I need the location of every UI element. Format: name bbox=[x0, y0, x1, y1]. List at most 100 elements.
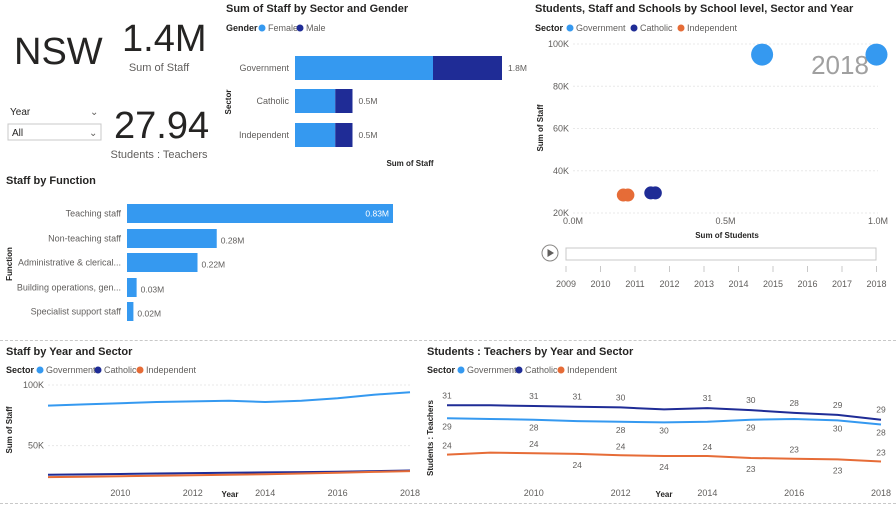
staffyear-legend-independent[interactable]: Independent bbox=[146, 365, 197, 375]
gender-data-label: 1.8M bbox=[508, 63, 527, 73]
ratio-plot-line-independent bbox=[446, 451, 882, 463]
slicer-collapse-icon[interactable]: ⌄ bbox=[90, 107, 98, 118]
function-data-label: 0.28M bbox=[221, 236, 245, 246]
scatter-legend-independent[interactable]: Independent bbox=[687, 23, 738, 33]
function-bar bbox=[127, 204, 393, 223]
timeline-year: 2017 bbox=[832, 279, 852, 289]
timeline-year: 2018 bbox=[866, 279, 886, 289]
staffyear-chart-title: Staff by Year and Sector bbox=[6, 346, 133, 358]
gender-category-label: Independent bbox=[239, 130, 290, 140]
ratio-plot-data-label: 24 bbox=[616, 441, 626, 451]
gender-bar-female bbox=[295, 123, 336, 147]
function-y-axis-title: Function bbox=[5, 247, 14, 281]
play-icon bbox=[547, 249, 554, 257]
staffyear-plot-x-tick: 2012 bbox=[183, 488, 203, 498]
legend-male[interactable]: Male bbox=[306, 23, 326, 33]
ratio-legend-independent[interactable]: Independent bbox=[567, 365, 618, 375]
ratio-plot-data-label: 28 bbox=[876, 427, 886, 437]
function-data-label: 0.02M bbox=[137, 309, 161, 319]
timeline-year: 2009 bbox=[556, 279, 576, 289]
legend-female[interactable]: Female bbox=[268, 23, 298, 33]
ratio-plot-data-label: 29 bbox=[833, 400, 843, 410]
ratio-legend-government-marker bbox=[457, 366, 465, 374]
scatter-legend-catholic[interactable]: Catholic bbox=[640, 23, 673, 33]
timeline-track[interactable] bbox=[565, 247, 877, 261]
staffyear-legend-government-marker bbox=[36, 366, 44, 374]
scatter-chart-title: Students, Staff and Schools by School le… bbox=[535, 3, 854, 15]
kpi-staff-value: 1.4M bbox=[122, 18, 206, 60]
staffyear-plot-x-tick: 2018 bbox=[400, 488, 420, 498]
ratio-lines: 2010 2012 2014 2016 2018 29 28 28 30 29 30 28 31 31 31… bbox=[442, 390, 891, 498]
scatter-legend-independent-marker bbox=[677, 24, 685, 32]
function-bars: Teaching staff 0.83M Non-teaching staff 0.2… bbox=[17, 204, 393, 321]
scatter-legend-catholic-marker bbox=[630, 24, 638, 32]
gender-bar-male bbox=[335, 123, 353, 147]
ratio-x-axis-title: Year bbox=[656, 490, 673, 499]
gender-bar-female bbox=[295, 89, 336, 113]
ratio-legend-catholic[interactable]: Catholic bbox=[525, 365, 558, 375]
gender-y-axis-title: Sector bbox=[224, 90, 233, 115]
slicer-title: Year bbox=[10, 107, 31, 118]
ratio-plot-data-label: 31 bbox=[529, 391, 539, 401]
function-data-label: 0.03M bbox=[141, 285, 165, 295]
staffyear-plot-line-independent bbox=[47, 470, 411, 479]
gender-bar-male bbox=[433, 56, 502, 80]
function-category-label: Teaching staff bbox=[66, 209, 122, 219]
gender-category-label: Government bbox=[239, 63, 289, 73]
gender-category-label: Catholic bbox=[256, 96, 289, 106]
scatter-point-government bbox=[865, 43, 888, 66]
scatter-legend-government[interactable]: Government bbox=[576, 23, 626, 33]
ratio-plot-data-label: 24 bbox=[659, 462, 669, 472]
ratio-plot-data-label: 23 bbox=[833, 465, 843, 475]
function-chart-title: Staff by Function bbox=[6, 175, 96, 187]
ratio-plot-x-tick: 2014 bbox=[697, 488, 717, 498]
play-button[interactable] bbox=[541, 244, 559, 262]
staffyear-plot-x-tick: 2016 bbox=[328, 488, 348, 498]
ratio-chart-title: Students : Teachers by Year and Sector bbox=[427, 346, 634, 358]
staffyear-plot-y-tick: 100K bbox=[23, 380, 44, 390]
ratio-plot-x-tick: 2016 bbox=[784, 488, 804, 498]
scatter-x-axis-title: Sum of Students bbox=[695, 231, 759, 240]
gender-chart-title: Sum of Staff by Sector and Gender bbox=[226, 3, 409, 15]
staffyear-plot-x-tick: 2014 bbox=[255, 488, 275, 498]
kpi-state: NSW bbox=[14, 31, 103, 73]
scatter-point-government bbox=[751, 43, 774, 66]
timeline-year: 2015 bbox=[763, 279, 783, 289]
staffyear-legend-catholic[interactable]: Catholic bbox=[104, 365, 137, 375]
legend-female-marker bbox=[258, 24, 266, 32]
kpi-ratio-value: 27.94 bbox=[114, 105, 209, 147]
gender-legend-title: Gender bbox=[226, 23, 258, 33]
staffyear-legend-government[interactable]: Government bbox=[46, 365, 96, 375]
kpi-staff-label: Sum of Staff bbox=[129, 62, 190, 74]
ratio-plot-x-tick: 2012 bbox=[611, 488, 631, 498]
ratio-plot-data-label: 24 bbox=[703, 442, 713, 452]
timeline-years: 2009 2010 2011 2012 2013 2014 2015 2016 2017 2018 bbox=[556, 266, 887, 289]
function-bar bbox=[127, 253, 198, 272]
staffyear-y-axis-title: Sum of Staff bbox=[5, 406, 14, 453]
ratio-plot-data-label: 29 bbox=[442, 421, 452, 431]
ratio-plot-data-label: 29 bbox=[746, 423, 756, 433]
slicer-selected: All bbox=[12, 128, 23, 139]
scatter-legend-government-marker bbox=[566, 24, 574, 32]
function-bar bbox=[127, 229, 217, 248]
legend-male-marker bbox=[296, 24, 304, 32]
function-data-label: 0.83M bbox=[365, 209, 389, 219]
ratio-plot-data-label: 23 bbox=[746, 464, 756, 474]
staffyear-plot-y-tick: 50K bbox=[28, 441, 44, 451]
ratio-plot-data-label: 23 bbox=[876, 447, 886, 457]
staffyear-legend-independent-marker bbox=[136, 366, 144, 374]
ratio-plot-x-tick: 2018 bbox=[871, 488, 891, 498]
divider-top bbox=[0, 340, 896, 341]
ratio-legend-government[interactable]: Government bbox=[467, 365, 517, 375]
staffyear-legend-title: Sector bbox=[6, 365, 35, 375]
scatter-y-tick: 80K bbox=[553, 81, 569, 91]
function-category-label: Building operations, gen... bbox=[17, 283, 121, 293]
timeline-year: 2016 bbox=[797, 279, 817, 289]
gender-data-label: 0.5M bbox=[359, 96, 378, 106]
timeline-year: 2013 bbox=[694, 279, 714, 289]
ratio-y-axis-title: Students : Teachers bbox=[426, 400, 435, 476]
ratio-plot-data-label: 24 bbox=[529, 439, 539, 449]
ratio-plot-data-label: 28 bbox=[789, 398, 799, 408]
year-slicer-dropdown[interactable]: All ⌄ bbox=[7, 123, 102, 141]
